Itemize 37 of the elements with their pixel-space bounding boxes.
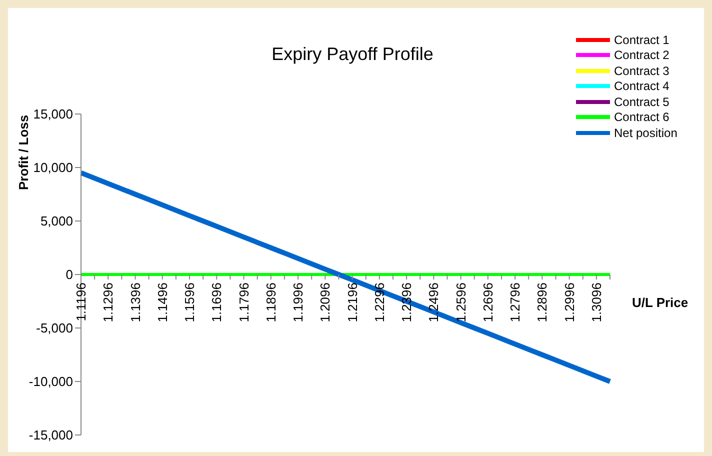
x-tick-label: 1.2596 <box>453 282 468 322</box>
x-tick-label: 1.1896 <box>263 282 278 322</box>
y-tick-label: 0 <box>66 267 73 282</box>
legend-label: Contract 3 <box>614 64 670 78</box>
x-tick-label: 1.2296 <box>372 282 387 322</box>
y-tick-label: -5,000 <box>36 320 73 336</box>
x-tick-label: 1.2896 <box>534 282 550 322</box>
legend-label: Contract 2 <box>614 48 670 62</box>
legend-label: Contract 6 <box>614 110 670 124</box>
chart-title: Expiry Payoff Profile <box>270 44 434 65</box>
y-tick-label: 10,000 <box>33 160 73 176</box>
x-tick-label: 1.1396 <box>128 282 143 322</box>
x-tick-label: 1.2396 <box>399 282 414 322</box>
x-tick-label: 1.2096 <box>318 282 333 322</box>
x-tick-label: 1.1996 <box>290 282 306 322</box>
legend-label: Net position <box>614 126 678 140</box>
y-tick-label: -15,000 <box>28 428 73 443</box>
y-tick-label: -10,000 <box>28 374 73 390</box>
x-tick-label: 1.3096 <box>588 282 604 322</box>
x-axis-title: U/L Price <box>632 294 688 310</box>
legend-label: Contract 5 <box>614 94 670 109</box>
x-tick-label: 1.2496 <box>426 282 442 322</box>
y-tick-label: 5,000 <box>40 214 73 229</box>
x-tick-label: 1.2796 <box>508 282 523 322</box>
legend-label: Contract 4 <box>614 79 670 94</box>
x-tick-label: 1.1796 <box>236 282 252 322</box>
x-tick-label: 1.1696 <box>209 282 224 322</box>
x-tick-label: 1.2196 <box>344 282 360 322</box>
x-tick-label: 1.1596 <box>182 282 198 322</box>
x-tick-label: 1.1496 <box>154 282 170 322</box>
y-axis-title: Profit / Loss <box>16 114 31 190</box>
x-tick-label: 1.2696 <box>480 282 496 322</box>
legend-label: Contract 1 <box>614 32 670 47</box>
y-tick-label: 15,000 <box>33 106 73 122</box>
x-tick-label: 1.1196 <box>74 282 88 322</box>
x-tick-label: 1.2996 <box>562 282 577 322</box>
x-tick-label: 1.1296 <box>100 282 116 322</box>
